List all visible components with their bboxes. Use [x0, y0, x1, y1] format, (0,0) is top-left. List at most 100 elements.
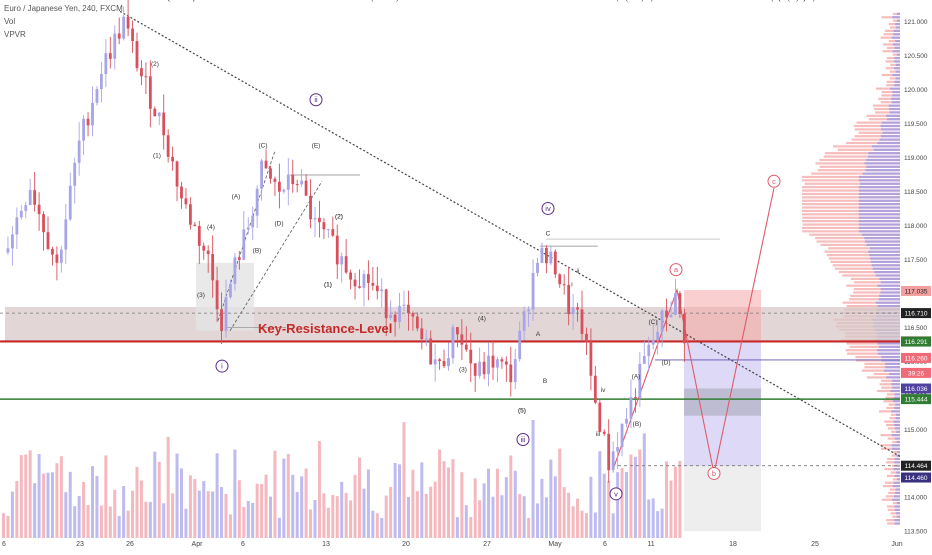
indicator-vpvr-label[interactable]: VPVR [4, 30, 26, 39]
vpvr-bar-up [864, 237, 900, 240]
vpvr-bar-up [895, 488, 900, 491]
vpvr-bar [886, 505, 900, 508]
vpvr-bar-up [873, 148, 900, 151]
candle-body [500, 359, 504, 362]
volume-bar [531, 419, 535, 538]
candle-body [456, 327, 459, 335]
wave-label: (5) [518, 407, 526, 414]
volume-bar [202, 481, 206, 538]
candle-body [438, 359, 441, 361]
fib-label: 0.618(115.268) [762, 0, 806, 2]
vpvr-bar [883, 400, 900, 403]
time-axis: 6 23 26 Apr 6 13 20 27 May 6 11 18 25 Jun [2, 541, 903, 548]
candle-body [576, 307, 579, 310]
vpvr-bar-up [894, 461, 900, 464]
candle-body [291, 174, 295, 185]
wave-circle-label: b [712, 469, 716, 478]
volume-bar [157, 461, 161, 538]
candle-body [358, 286, 361, 288]
price-tick-label: 116.500 [904, 325, 927, 332]
volume-bar [487, 468, 491, 538]
candle-body [242, 229, 246, 260]
candle-body [589, 341, 593, 376]
candle-body [157, 112, 161, 117]
price-badge-label: 114.460 [904, 475, 927, 482]
volume-bar [166, 436, 170, 538]
vpvr-bar [881, 386, 900, 389]
candle-body [15, 217, 19, 235]
vpvr-bar-up [895, 491, 900, 495]
vpvr-bar-up [894, 437, 900, 440]
volume-bar [371, 510, 375, 538]
volume-bar [122, 486, 126, 538]
wave-label: (4) [478, 316, 486, 323]
volume-bar [37, 453, 41, 538]
candle-body [527, 309, 530, 312]
candle-body [531, 272, 535, 310]
candle-body [393, 314, 397, 322]
vpvr-bar [820, 243, 900, 247]
volume-bar [171, 493, 175, 538]
indicator-vol-label[interactable]: Vol [4, 17, 16, 26]
volume-bar [464, 505, 468, 538]
candle-body [86, 118, 90, 126]
volume-bar [398, 464, 402, 538]
vpvr-bar [802, 186, 900, 189]
volume-bar [246, 501, 250, 538]
vpvr-bar-up [858, 186, 900, 189]
time-tick-label: 6 [2, 541, 6, 548]
volume-bar [228, 514, 232, 538]
vpvr-bar-up [877, 342, 900, 345]
fib-label: 161.80%(114.347) [762, 0, 815, 2]
candle-body [82, 118, 85, 141]
vpvr-bar [842, 274, 900, 277]
vpvr-bar-up [896, 440, 900, 444]
candle-body [602, 431, 606, 434]
price-badge [901, 308, 931, 319]
vpvr-bar-up [858, 206, 900, 209]
vpvr-bar [826, 254, 900, 257]
fib-retracement-box [684, 388, 761, 416]
volume-bar [393, 462, 397, 538]
vpvr-bar-up [858, 203, 900, 206]
vpvr-bar-up [880, 287, 900, 291]
position-lower-zone [684, 465, 761, 532]
vpvr-bar-up [888, 104, 900, 107]
vpvr-bar-up [889, 111, 900, 114]
candle-body [420, 328, 424, 340]
time-tick-label: 27 [483, 541, 491, 548]
vpvr-bar [884, 481, 900, 484]
vpvr-bar-up [881, 355, 900, 359]
vpvr-bar [892, 53, 900, 56]
volume-bar [411, 469, 415, 538]
vpvr-bar [886, 80, 900, 83]
vpvr-bar [875, 111, 900, 114]
vpvr-bar [854, 281, 900, 284]
vpvr-bar-up [895, 417, 900, 420]
wave-label: (2) [335, 214, 343, 221]
price-badge-label: 116.036 [904, 386, 927, 393]
vpvr-bar-up [892, 379, 900, 382]
vpvr-bar [892, 12, 900, 15]
candle-body [295, 184, 299, 186]
volume-bar [522, 496, 526, 538]
volume-bar [309, 509, 313, 538]
vpvr-bar [819, 158, 900, 162]
price-badge-label: 114.464 [904, 463, 927, 470]
wave-circle-label: iv [545, 204, 551, 213]
vpvr-bar [824, 152, 900, 155]
vpvr-bar-up [891, 444, 900, 447]
vpvr-bar [881, 94, 900, 97]
candle-body [513, 359, 517, 383]
volume-bar [580, 510, 584, 538]
volume-bar [553, 476, 557, 538]
wave-label: (1) [324, 282, 332, 289]
vpvr-bar-up [894, 495, 900, 498]
wave-label: (C) [258, 142, 267, 149]
volume-bar [113, 489, 117, 538]
vpvr-bar-up [862, 172, 900, 175]
volume-bar [233, 449, 237, 538]
volume-bar [424, 493, 428, 538]
volume-bar [269, 496, 272, 538]
